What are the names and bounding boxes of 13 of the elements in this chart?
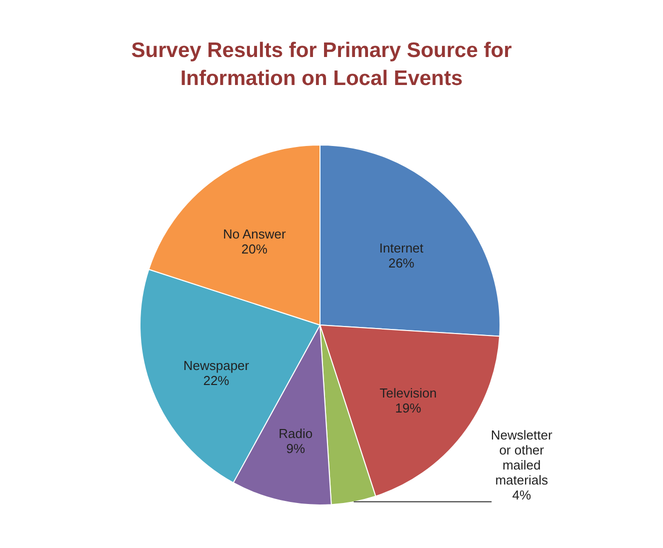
data-label: 20% bbox=[241, 242, 268, 257]
slice-label: Newspaper bbox=[183, 358, 250, 374]
slice-label: Internet bbox=[379, 240, 424, 256]
data-label: 22% bbox=[203, 373, 230, 388]
chart-title: Survey Results for Primary Source for Information on Local Events bbox=[131, 39, 512, 90]
data-label: 26% bbox=[388, 256, 415, 271]
slice-label: No Answer bbox=[222, 226, 286, 242]
slice-label: Television bbox=[380, 385, 437, 400]
slice-label: Radio bbox=[278, 426, 313, 441]
slice-label: Newsletter or other mailed materials bbox=[490, 427, 553, 488]
data-label: 4% bbox=[512, 487, 532, 502]
data-label: 19% bbox=[395, 400, 422, 416]
data-label: 9% bbox=[286, 440, 306, 456]
